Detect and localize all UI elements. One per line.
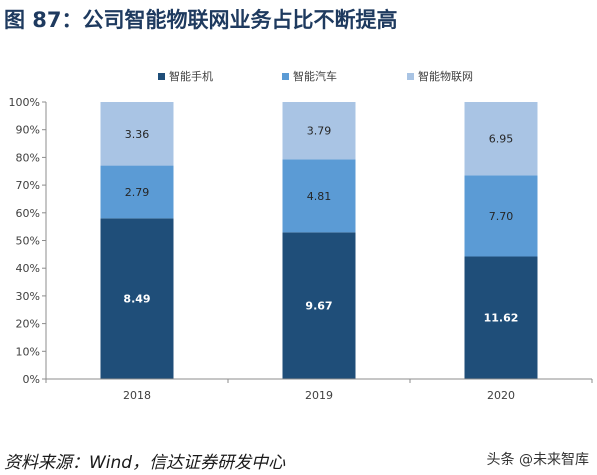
y-tick-label: 40% xyxy=(16,262,40,275)
legend-swatch-3 xyxy=(407,73,414,80)
x-tick-label: 2018 xyxy=(123,389,151,402)
y-tick-label: 80% xyxy=(16,151,40,164)
y-tick-label: 90% xyxy=(16,124,40,137)
data-label-2018-1: 8.49 xyxy=(123,293,150,306)
legend-label-3: 智能物联网 xyxy=(418,69,473,83)
y-tick-label: 20% xyxy=(16,318,40,331)
x-tick-label: 2020 xyxy=(487,389,515,402)
source-note: 资料来源：Wind，信达证券研发中心 xyxy=(4,453,286,473)
legend-label-1: 智能手机 xyxy=(169,69,213,83)
data-label-2018-3: 3.36 xyxy=(125,128,150,141)
data-label-2020-2: 7.70 xyxy=(489,210,514,223)
data-label-2019-2: 4.81 xyxy=(307,190,332,203)
bar-segment-2018-1 xyxy=(100,218,174,379)
data-label-2020-1: 11.62 xyxy=(484,312,519,325)
bar-segment-2019-3 xyxy=(282,102,356,160)
bar-segment-2018-2 xyxy=(100,165,174,219)
data-label-2020-3: 6.95 xyxy=(489,133,514,146)
legend-swatch-2 xyxy=(282,73,289,80)
y-tick-label: 30% xyxy=(16,290,40,303)
chart-title: 图 87：公司智能物联网业务占比不断提高 xyxy=(4,8,398,32)
legend-swatch-1 xyxy=(158,73,165,80)
y-tick-label: 60% xyxy=(16,207,40,220)
y-tick-label: 70% xyxy=(16,179,40,192)
y-axis: 0% 10% 20% 30% 40% 50% 60% 70% 80% 90% 100% xyxy=(9,96,47,386)
legend: 智能手机 智能汽车 智能物联网 xyxy=(158,69,473,83)
watermark: 头条 @未来智库 xyxy=(486,452,589,468)
bar-segment-2019-2 xyxy=(282,159,356,233)
y-tick-label: 10% xyxy=(16,345,40,358)
x-tick-label: 2019 xyxy=(305,389,333,402)
y-tick-label: 50% xyxy=(16,235,40,248)
x-axis: 2018 2019 2020 xyxy=(45,378,593,402)
legend-label-2: 智能汽车 xyxy=(293,69,337,83)
bar-segment-2020-3 xyxy=(464,102,538,176)
bar-segment-2018-3 xyxy=(100,102,174,166)
bar-segment-2020-2 xyxy=(464,175,538,257)
bar-segment-2020-1 xyxy=(464,256,538,379)
y-tick-label: 100% xyxy=(9,96,40,109)
y-tick-label: 0% xyxy=(23,373,40,386)
bars: 8.49 2.79 3.36 9.67 4.81 3.79 11.62 7.70 6.95 xyxy=(100,102,538,379)
data-label-2019-1: 9.67 xyxy=(305,300,332,313)
stacked-bar-chart: 智能手机 智能汽车 智能物联网 0% 10% 20% 30% 40% 50% 60% 70% 80%… xyxy=(9,69,593,402)
data-label-2018-2: 2.79 xyxy=(125,186,150,199)
data-label-2019-3: 3.79 xyxy=(307,125,332,138)
bar-segment-2019-1 xyxy=(282,232,356,379)
